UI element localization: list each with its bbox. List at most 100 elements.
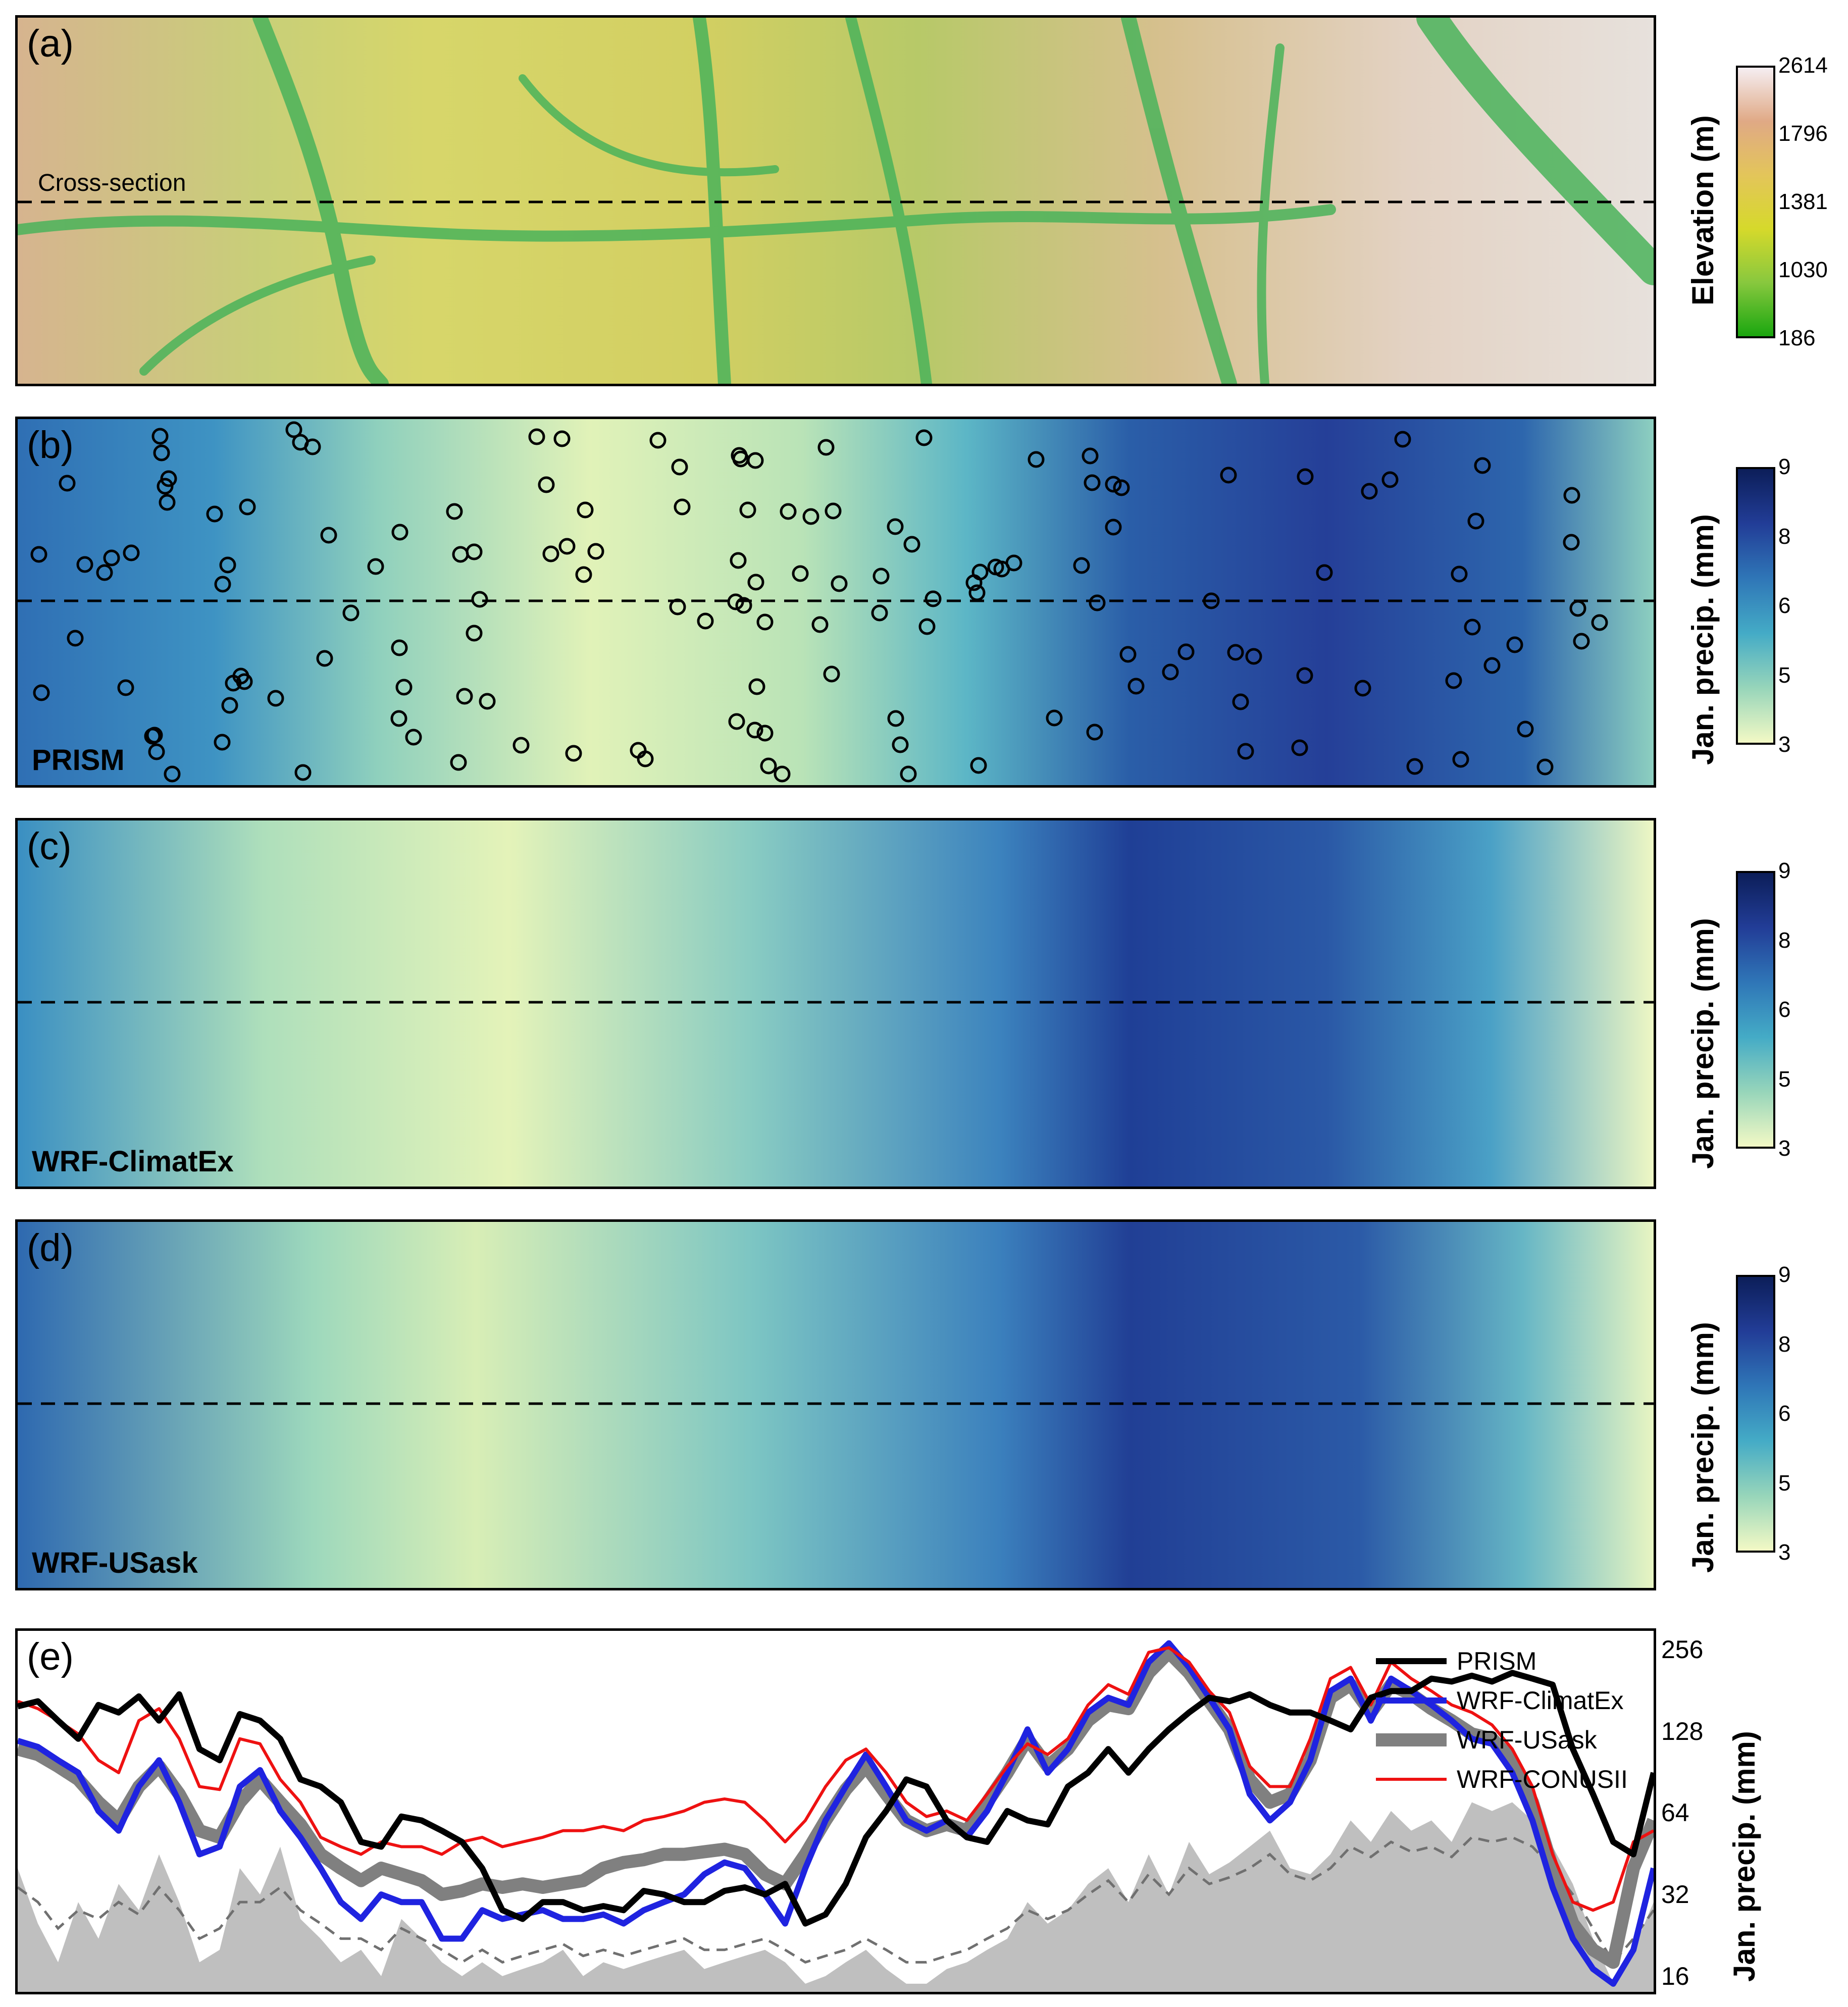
station-marker <box>756 725 774 742</box>
station-marker <box>735 597 752 614</box>
station-marker <box>471 591 488 608</box>
elevation-map <box>18 18 1654 384</box>
wrf-climatex-precip-map <box>18 820 1654 1187</box>
station-marker <box>558 538 576 555</box>
station-marker <box>123 544 140 561</box>
ytick-label: 256 <box>1661 1635 1704 1664</box>
station-marker <box>887 710 904 727</box>
series-line-wrf-conusii <box>18 1646 1654 1912</box>
colorbar-tick: 5 <box>1778 1066 1791 1092</box>
panel-c-source: WRF-ClimatEx <box>32 1145 234 1178</box>
station-marker <box>756 613 774 631</box>
station-marker <box>1536 758 1554 776</box>
station-marker <box>1445 672 1462 689</box>
station-marker <box>1073 557 1090 574</box>
panel-a-label: (a) <box>27 22 74 65</box>
station-marker <box>968 584 986 601</box>
wrf-usask-precip-map <box>18 1222 1654 1588</box>
station-marker <box>367 558 384 575</box>
wrf-climatex-map-panel: (c) WRF-ClimatEx <box>15 818 1656 1189</box>
station-marker <box>802 508 819 525</box>
station-marker <box>151 428 169 445</box>
ytick-label: 16 <box>1661 1962 1689 1990</box>
station-marker <box>577 501 594 519</box>
station-marker <box>67 630 84 647</box>
station-marker <box>872 568 890 585</box>
station-marker <box>214 576 231 593</box>
precip-colorbar-c-title: Jan. precip. (mm) <box>1686 918 1720 1169</box>
station-marker <box>450 754 467 771</box>
station-marker <box>1296 667 1313 684</box>
station-marker <box>900 765 917 783</box>
panel-c-label: (c) <box>27 825 72 868</box>
station-marker <box>1028 451 1045 468</box>
ytick-label: 32 <box>1661 1880 1689 1909</box>
station-marker <box>59 475 76 492</box>
station-marker <box>1569 600 1586 617</box>
station-marker <box>730 552 747 569</box>
station-marker <box>1005 554 1022 572</box>
station-marker <box>1232 693 1249 710</box>
station-marker <box>285 421 302 438</box>
station-marker <box>970 757 987 774</box>
colorbar-tick: 6 <box>1778 1401 1791 1426</box>
station-marker <box>1082 447 1099 465</box>
station-marker <box>76 556 93 573</box>
station-marker <box>466 543 483 560</box>
station-marker <box>538 476 555 493</box>
station-marker <box>925 590 942 607</box>
station-marker <box>466 625 483 642</box>
colorbar-tick: 1030 <box>1778 258 1828 282</box>
station-marker <box>697 612 714 630</box>
elevation-profile-area <box>18 1802 1654 1992</box>
panel-d-source: WRF-USask <box>32 1547 198 1579</box>
station-marker <box>1237 743 1254 760</box>
station-marker <box>405 729 422 746</box>
station-marker <box>918 618 936 635</box>
station-marker <box>1483 657 1501 674</box>
station-marker <box>1563 534 1580 551</box>
station-marker <box>1451 565 1468 583</box>
station-marker <box>320 527 337 544</box>
station-marker <box>512 737 530 754</box>
station-marker <box>669 598 686 615</box>
station-marker <box>774 765 791 783</box>
precip-colorbar-d <box>1736 1275 1775 1553</box>
colorbar-tick: 8 <box>1778 928 1791 953</box>
station-marker <box>1245 648 1262 665</box>
colorbar-tick: 8 <box>1778 524 1791 549</box>
colorbar-tick: 186 <box>1778 326 1816 350</box>
station-marker <box>1591 614 1608 631</box>
station-marker <box>160 470 177 487</box>
station-marker <box>746 722 763 739</box>
precip-colorbar-c <box>1736 871 1775 1149</box>
station-marker <box>103 549 120 567</box>
station-marker <box>760 757 777 775</box>
station-marker <box>206 505 223 523</box>
station-marker <box>117 679 134 696</box>
station-marker <box>587 543 604 560</box>
panel-b-label: (b) <box>27 424 74 467</box>
station-marker <box>1506 636 1523 653</box>
legend-label: WRF-USask <box>1457 1726 1598 1754</box>
panel-b-source: PRISM <box>32 744 125 777</box>
station-marker <box>649 432 666 449</box>
station-marker <box>748 678 765 695</box>
station-marker <box>1220 467 1237 484</box>
colorbar-tick: 1381 <box>1778 189 1828 214</box>
station-marker <box>528 428 545 445</box>
station-marker <box>1361 483 1378 500</box>
station-marker <box>214 734 231 751</box>
colorbar-tick: 6 <box>1778 593 1791 618</box>
station-marker <box>542 545 559 562</box>
station-marker <box>239 498 256 516</box>
station-marker <box>1394 431 1411 448</box>
colorbar-tick: 6 <box>1778 997 1791 1022</box>
station-marker <box>153 444 170 461</box>
station-marker <box>1467 512 1484 530</box>
precip-colorbar-b <box>1736 467 1775 745</box>
station-marker <box>1517 721 1534 738</box>
station-marker <box>1089 594 1106 611</box>
cross-section-chart: PRISM WRF-ClimatEx WRF-USask WRF-CONUSII <box>18 1640 1654 1992</box>
station-marker <box>1162 663 1179 681</box>
